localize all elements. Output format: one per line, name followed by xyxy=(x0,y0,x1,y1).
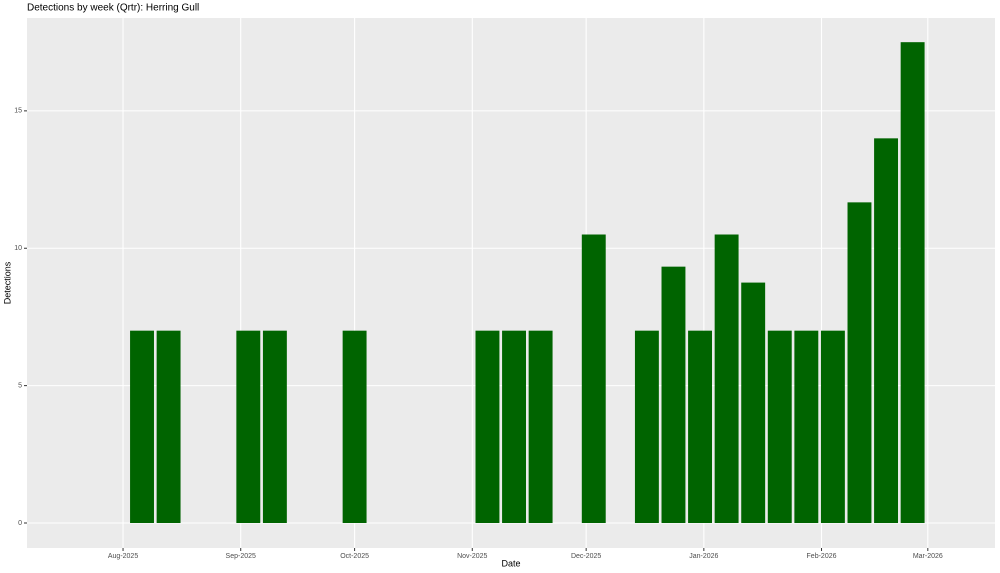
x-axis-title: Date xyxy=(501,558,520,568)
x-tick-label: Aug-2025 xyxy=(108,553,138,560)
x-tick-label: Feb-2026 xyxy=(807,553,837,560)
bar xyxy=(714,234,739,523)
x-tick-label: Jan-2026 xyxy=(689,553,718,560)
bar xyxy=(502,330,526,523)
bar xyxy=(528,330,553,523)
y-tick-label: 10 xyxy=(14,245,22,252)
bar xyxy=(741,282,766,523)
bar xyxy=(581,234,606,523)
bar xyxy=(794,330,819,523)
bar xyxy=(767,330,792,523)
bar xyxy=(236,330,261,523)
bar xyxy=(820,330,845,523)
y-tick-label: 5 xyxy=(18,382,22,389)
bar xyxy=(847,202,872,523)
bar xyxy=(688,330,713,523)
y-axis-title: Detections xyxy=(2,261,12,304)
y-tick-label: 0 xyxy=(18,520,22,527)
bar xyxy=(342,330,367,523)
bar xyxy=(661,266,686,523)
x-tick-label: Sep-2025 xyxy=(226,553,256,560)
y-tick-label: 15 xyxy=(14,108,22,115)
bar xyxy=(475,330,500,523)
bar xyxy=(262,330,287,523)
bar xyxy=(900,42,925,523)
x-tick-label: Mar-2026 xyxy=(913,553,943,560)
bar xyxy=(130,330,154,523)
x-tick-label: Dec-2025 xyxy=(571,553,601,560)
x-tick-label: Nov-2025 xyxy=(457,553,487,560)
bar xyxy=(874,138,899,523)
chart-title: Detections by week (Qrtr): Herring Gull xyxy=(27,3,199,14)
bar xyxy=(634,330,659,523)
bar xyxy=(156,330,181,523)
x-tick-label: Oct-2025 xyxy=(340,553,369,560)
